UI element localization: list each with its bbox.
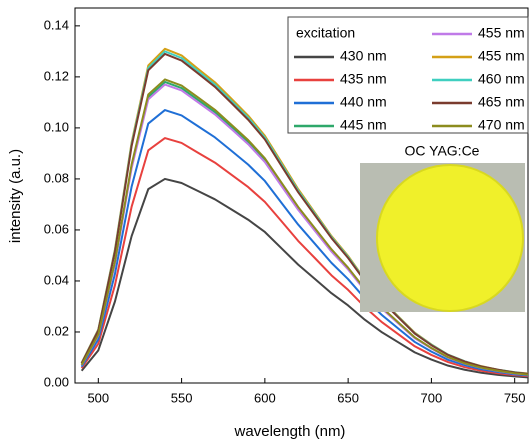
x-tick-label: 650 bbox=[337, 390, 359, 405]
legend-label: 470 nm bbox=[478, 117, 525, 133]
plot-frame bbox=[74, 7, 529, 384]
series-line bbox=[80, 52, 528, 375]
x-tick-label: 500 bbox=[87, 390, 109, 405]
series-line bbox=[80, 109, 528, 377]
lines bbox=[80, 47, 528, 379]
y-tick-label: 0.14 bbox=[44, 17, 69, 32]
x-tick-label: 700 bbox=[421, 390, 443, 405]
x-axis-title: wavelength (nm) bbox=[234, 423, 346, 440]
legend-label: 455 nm bbox=[478, 25, 525, 41]
legend-label: 455 nm bbox=[478, 48, 525, 64]
legend-label: 430 nm bbox=[340, 48, 387, 64]
inset-label: OC YAG:Ce bbox=[405, 143, 480, 159]
y-axis-title: intensity (a.u.) bbox=[7, 149, 24, 243]
y-tick-label: 0.00 bbox=[44, 374, 69, 389]
legend-title: excitation bbox=[296, 25, 355, 41]
y-tick-label: 0.06 bbox=[44, 221, 69, 236]
y-tick-label: 0.12 bbox=[44, 68, 69, 83]
series-line bbox=[80, 78, 528, 376]
y-tick-label: 0.02 bbox=[44, 323, 69, 338]
y-tick-label: 0.08 bbox=[44, 170, 69, 185]
legend-label: 445 nm bbox=[340, 117, 387, 133]
x-tick-label: 750 bbox=[504, 390, 526, 405]
x-tick-label: 550 bbox=[171, 390, 193, 405]
y-tick-label: 0.10 bbox=[44, 119, 69, 134]
legend-label: 460 nm bbox=[478, 71, 525, 87]
series-line bbox=[80, 177, 528, 379]
legend-label: 435 nm bbox=[340, 71, 387, 87]
series-line bbox=[80, 137, 528, 378]
legend-box bbox=[287, 16, 529, 134]
y-tick-label: 0.04 bbox=[44, 272, 69, 287]
x-tick-label: 600 bbox=[254, 390, 276, 405]
legend-label: 440 nm bbox=[340, 94, 387, 110]
inset-disk bbox=[376, 164, 524, 312]
legend-label: 465 nm bbox=[478, 94, 525, 110]
